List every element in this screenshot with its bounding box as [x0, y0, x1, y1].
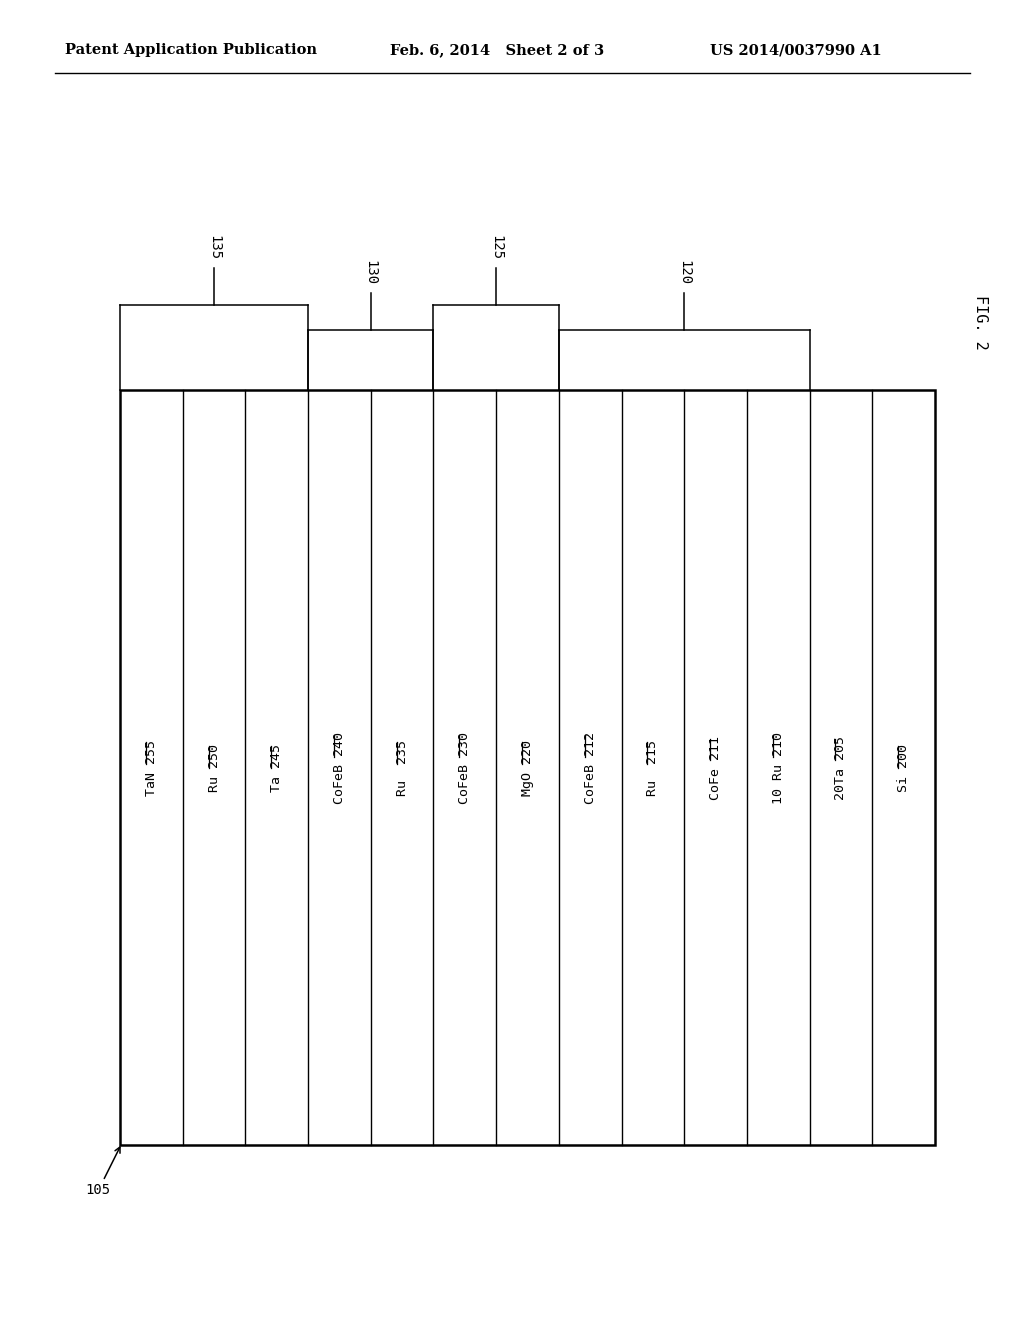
Text: FIG. 2: FIG. 2 [973, 294, 987, 350]
Text: Ta 245: Ta 245 [270, 743, 284, 792]
Text: CoFeB 212: CoFeB 212 [584, 731, 597, 804]
Text: Ru  235: Ru 235 [395, 739, 409, 796]
Text: 20Ta 205: 20Ta 205 [835, 735, 848, 800]
Text: MgO 220: MgO 220 [521, 739, 534, 796]
Text: US 2014/0037990 A1: US 2014/0037990 A1 [710, 44, 882, 57]
Text: CoFe 211: CoFe 211 [709, 735, 722, 800]
Text: Patent Application Publication: Patent Application Publication [65, 44, 317, 57]
Bar [120, 389, 935, 1144]
Text: 135: 135 [207, 235, 221, 260]
Text: Si 200: Si 200 [897, 743, 910, 792]
Text: CoFeB 240: CoFeB 240 [333, 731, 346, 804]
Text: 130: 130 [364, 260, 378, 285]
Text: 10 Ru 210: 10 Ru 210 [772, 731, 784, 804]
Text: Feb. 6, 2014   Sheet 2 of 3: Feb. 6, 2014 Sheet 2 of 3 [390, 44, 604, 57]
Text: 125: 125 [489, 235, 503, 260]
Text: CoFeB 230: CoFeB 230 [459, 731, 471, 804]
Text: 105: 105 [85, 1183, 111, 1197]
Text: Ru 250: Ru 250 [208, 743, 220, 792]
Text: Ru  215: Ru 215 [646, 739, 659, 796]
Text: TaN 255: TaN 255 [144, 739, 158, 796]
Text: 120: 120 [677, 260, 691, 285]
